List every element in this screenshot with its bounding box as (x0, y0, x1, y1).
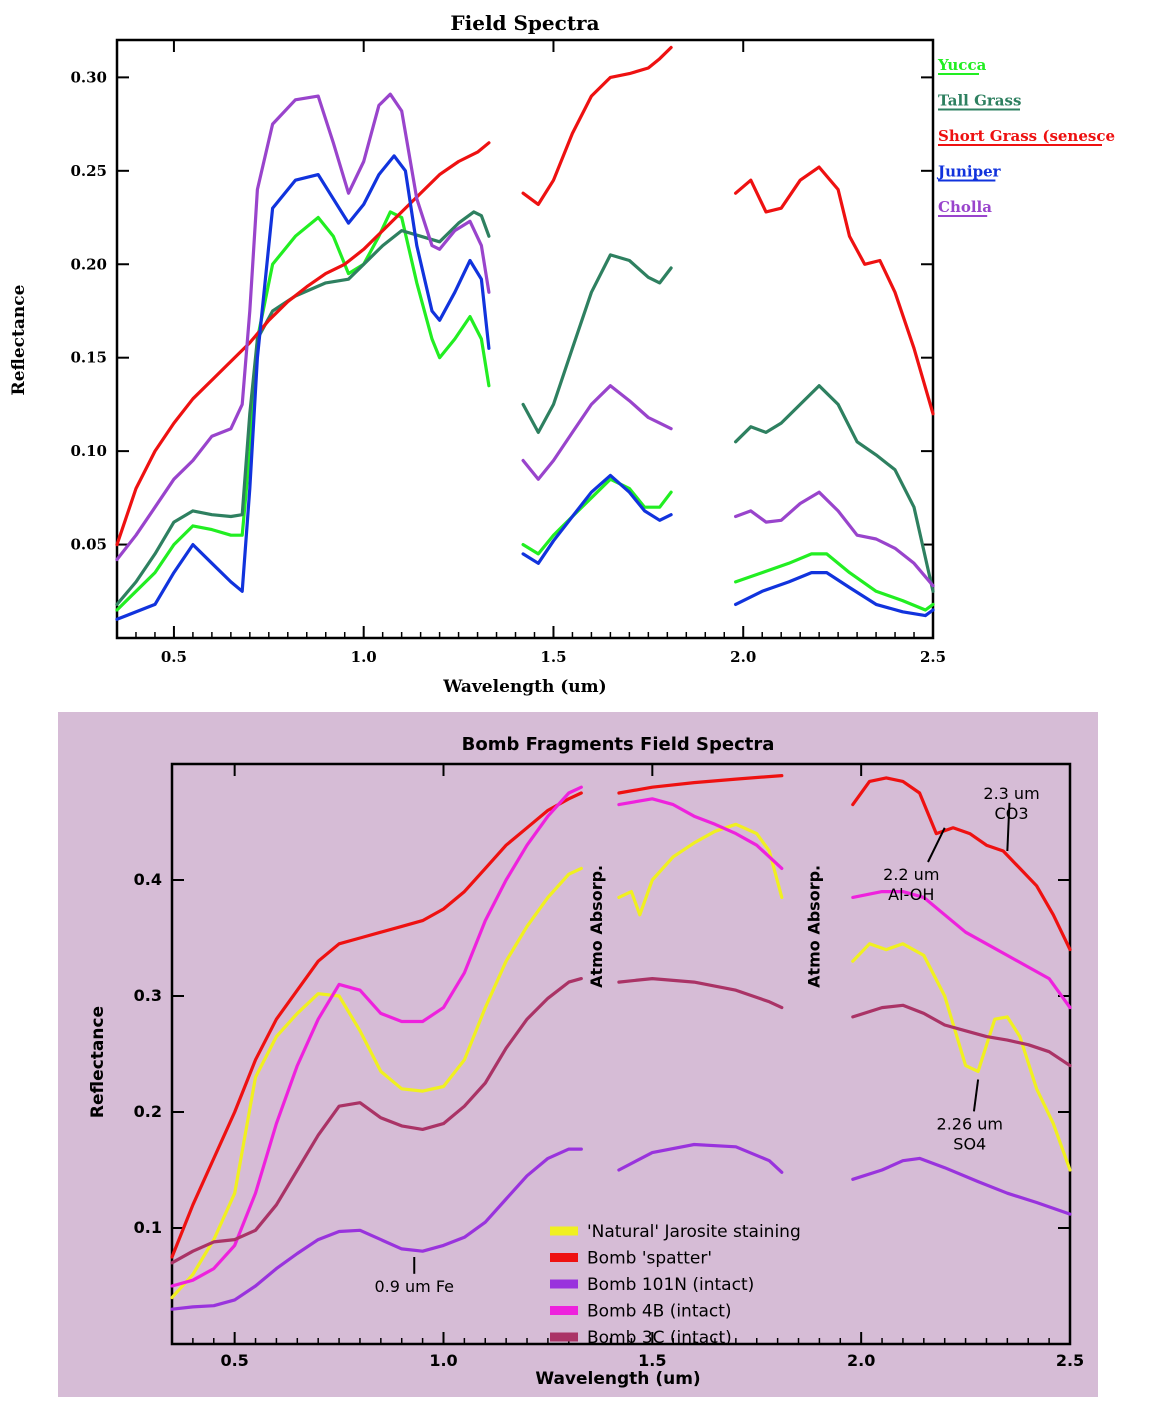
x-tick-label: 2.5 (920, 648, 946, 666)
y-tick-label: 0.20 (70, 255, 107, 273)
so4-label: 2.26 um (937, 1114, 1003, 1133)
legend-label: Short Grass (senesce (938, 127, 1115, 145)
legend-label: Tall Grass (938, 92, 1021, 110)
x-tick-label: 0.5 (220, 1351, 248, 1370)
y-tick-label: 0.1 (134, 1218, 162, 1237)
al-oh-label: Al-OH (888, 885, 934, 904)
x-tick-label: 1.5 (540, 648, 566, 666)
x-axis-label: Wavelength (um) (442, 677, 606, 697)
y-tick-label: 0.30 (70, 68, 107, 86)
x-tick-label: 1.0 (351, 648, 377, 666)
atmo-absorp-2: Atmo Absorp. (804, 865, 823, 988)
legend-label: Cholla (938, 198, 992, 216)
co3-label: CO3 (995, 804, 1029, 823)
legend-label: Yucca (937, 56, 987, 74)
y-axis-label: Reflectance (9, 284, 29, 395)
legend-label: Bomb 'spatter' (587, 1249, 712, 1269)
al-oh-label: 2.2 um (883, 865, 939, 884)
fe-09-label: 0.9 um Fe (374, 1277, 454, 1296)
chart-title: Field Spectra (450, 11, 599, 35)
co3-label: 2.3 um (983, 784, 1039, 803)
y-tick-label: 0.4 (134, 870, 162, 889)
legend: Yucca Tall Grass Short Grass (senesce Junip… (936, 56, 1115, 216)
field-spectra-chart: Field Spectra 0.5 1.0 1.5 2.0 2.5 0.05 0.10 0.1… (0, 0, 1151, 705)
y-tick-label: 0.3 (134, 986, 162, 1005)
y-tick-label: 0.10 (70, 442, 107, 460)
x-tick-label: 1.0 (429, 1351, 457, 1370)
y-tick-label: 0.15 (70, 349, 107, 367)
legend-label: 'Natural' Jarosite staining (587, 1222, 801, 1242)
y-tick-label: 0.25 (70, 162, 107, 180)
x-tick-label: 2.0 (847, 1351, 875, 1370)
chart-background (58, 712, 1098, 1397)
so4-label: SO4 (953, 1134, 986, 1153)
plot-area (117, 40, 933, 638)
legend-label: Bomb 3C (intact) (587, 1328, 732, 1348)
bomb-fragments-chart: Bomb Fragments Field Spectra 0.5 1.0 1.5 2.… (0, 712, 1151, 1401)
x-tick-label: 2.0 (730, 648, 756, 666)
x-tick-label: 2.5 (1056, 1351, 1084, 1370)
atmo-absorp-1: Atmo Absorp. (587, 865, 606, 988)
legend-label: Bomb 101N (intact) (587, 1275, 754, 1295)
legend-label: Bomb 4B (intact) (587, 1302, 732, 1322)
legend-label: Juniper (936, 163, 1002, 181)
y-axis-label: Reflectance (88, 1006, 108, 1118)
x-axis-label: Wavelength (um) (535, 1369, 700, 1389)
chart-title: Bomb Fragments Field Spectra (462, 734, 775, 755)
y-tick-label: 0.05 (70, 536, 107, 554)
x-tick-label: 0.5 (161, 648, 187, 666)
x-tick-label: 1.5 (638, 1351, 666, 1370)
y-tick-label: 0.2 (134, 1102, 162, 1121)
